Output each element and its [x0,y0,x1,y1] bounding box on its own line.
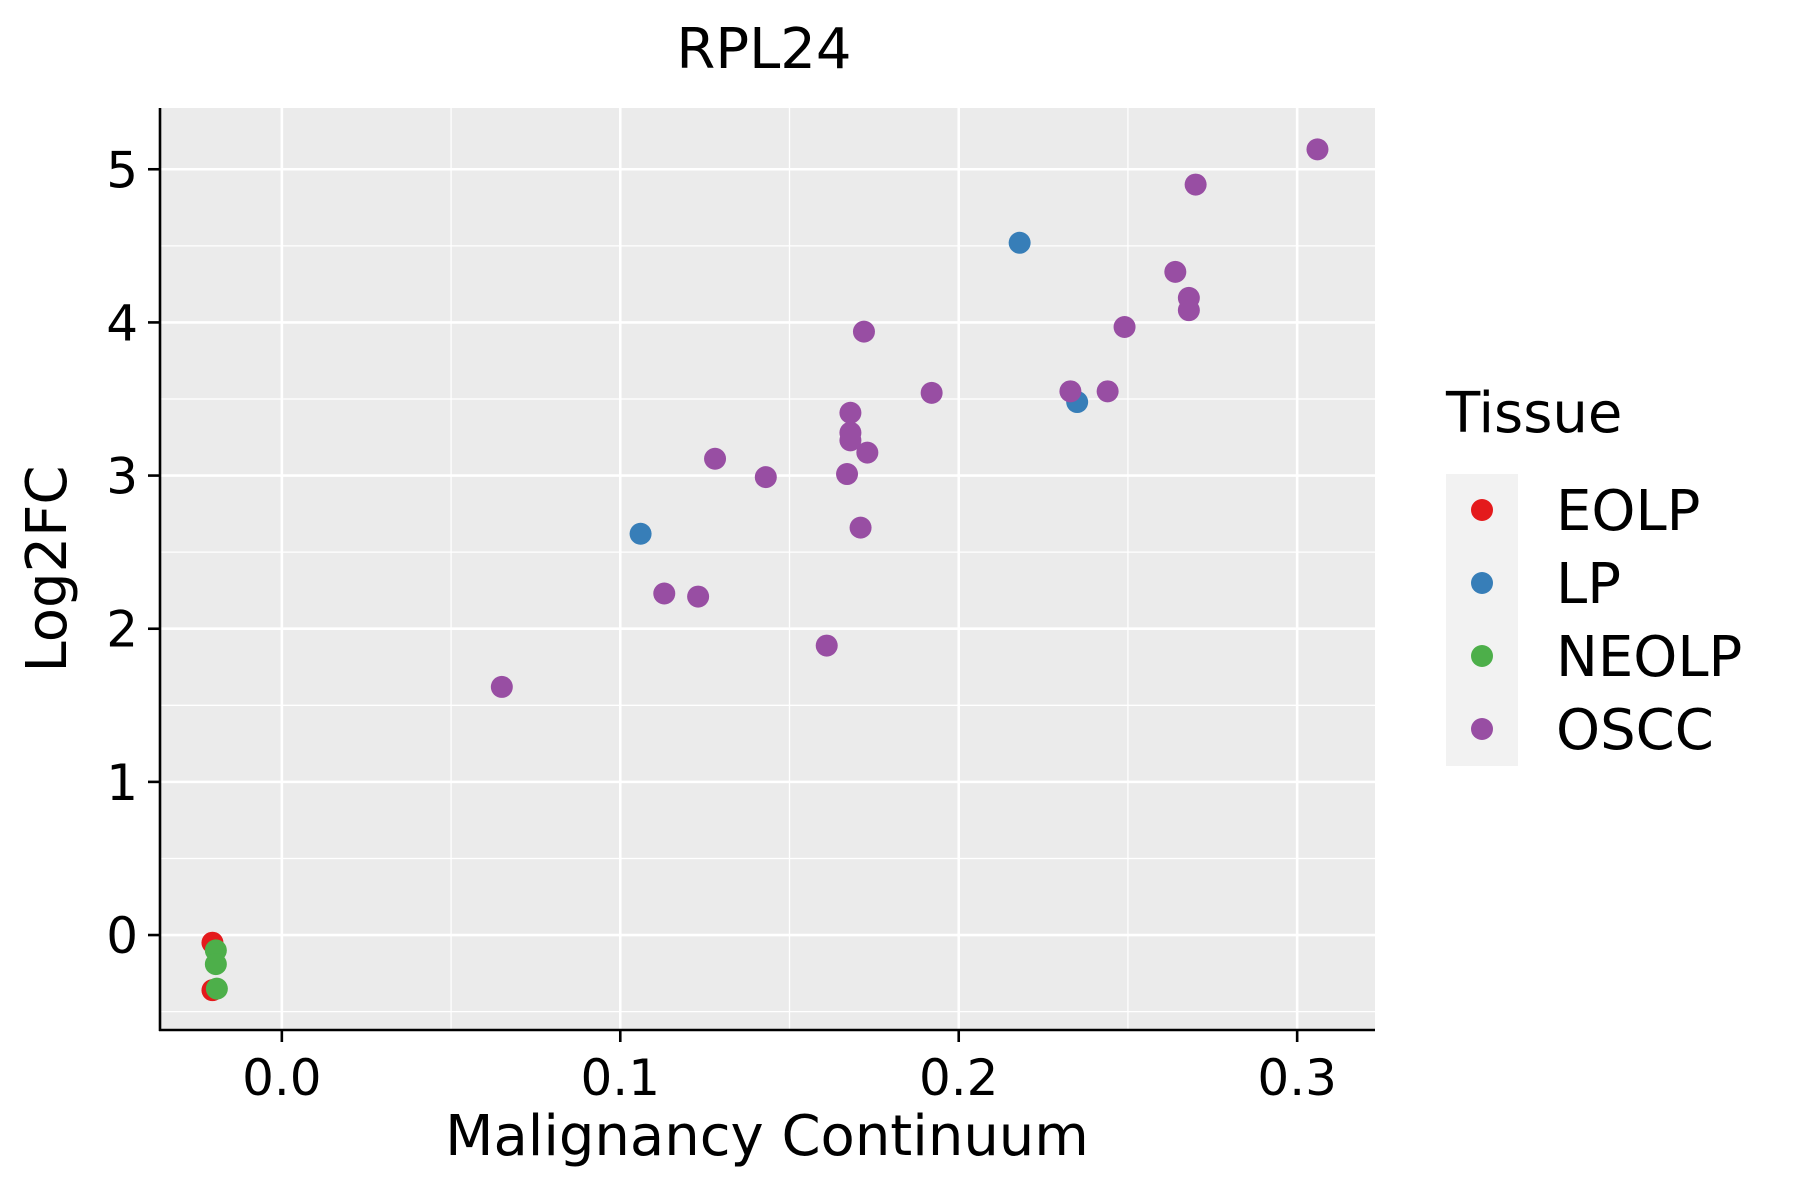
legend-label-lp: LP [1556,552,1621,617]
legend-key-neolp [1471,645,1493,667]
legend-title: Tissue [1445,381,1622,446]
y-tick-label: 3 [106,448,138,506]
legend-key-lp [1471,572,1493,594]
point-neolp [204,953,227,976]
legend-key-eolp [1471,499,1493,521]
y-axis-ticks: 0 1 2 3 4 5 [106,141,160,965]
point-oscc [653,582,676,605]
x-tick-label: 0.0 [242,1049,322,1107]
y-tick-label: 4 [106,294,138,352]
point-lp [1008,231,1031,254]
x-tick-label: 0.1 [581,1049,661,1107]
data-points [201,138,1329,1002]
point-oscc [815,634,838,657]
point-lp [629,522,652,545]
point-oscc [836,463,859,486]
point-oscc [920,381,943,404]
point-oscc [1184,173,1207,196]
point-oscc [856,441,879,464]
point-oscc [839,401,862,424]
y-tick-label: 1 [106,754,138,812]
minor-gridlines [160,108,1375,1030]
chart-title: RPL24 [676,17,851,82]
y-tick-label: 0 [106,907,138,965]
point-oscc [852,320,875,343]
y-tick-label: 2 [106,601,138,659]
point-oscc [849,516,872,539]
point-oscc [1164,260,1187,283]
point-oscc [1177,299,1200,322]
x-axis-ticks: 0.0 0.1 0.2 0.3 [242,1030,1337,1107]
legend-entries: EOLP LP NEOLP OSCC [1471,479,1742,763]
legend-keys-background [1446,474,1518,766]
legend-label-eolp: EOLP [1556,479,1700,544]
point-oscc [1096,380,1119,403]
point-oscc [1059,380,1082,403]
point-oscc [687,585,710,608]
x-axis-title: Malignancy Continuum [445,1104,1089,1169]
major-gridlines [160,108,1375,1030]
point-neolp [205,977,228,1000]
x-tick-label: 0.2 [919,1049,999,1107]
legend-label-neolp: NEOLP [1556,625,1742,690]
y-tick-label: 5 [106,141,138,199]
legend: Tissue EOLP LP NEOLP OSCC [1445,381,1742,766]
point-oscc [704,447,727,470]
point-oscc [754,466,777,489]
legend-label-oscc: OSCC [1556,698,1714,763]
point-oscc [1113,316,1136,339]
point-oscc [490,675,513,698]
plot-panel [160,108,1375,1030]
point-oscc [839,429,862,452]
legend-key-oscc [1471,718,1493,740]
point-oscc [1306,138,1329,161]
x-tick-label: 0.3 [1257,1049,1337,1107]
y-axis-title: Log2FC [15,466,80,673]
